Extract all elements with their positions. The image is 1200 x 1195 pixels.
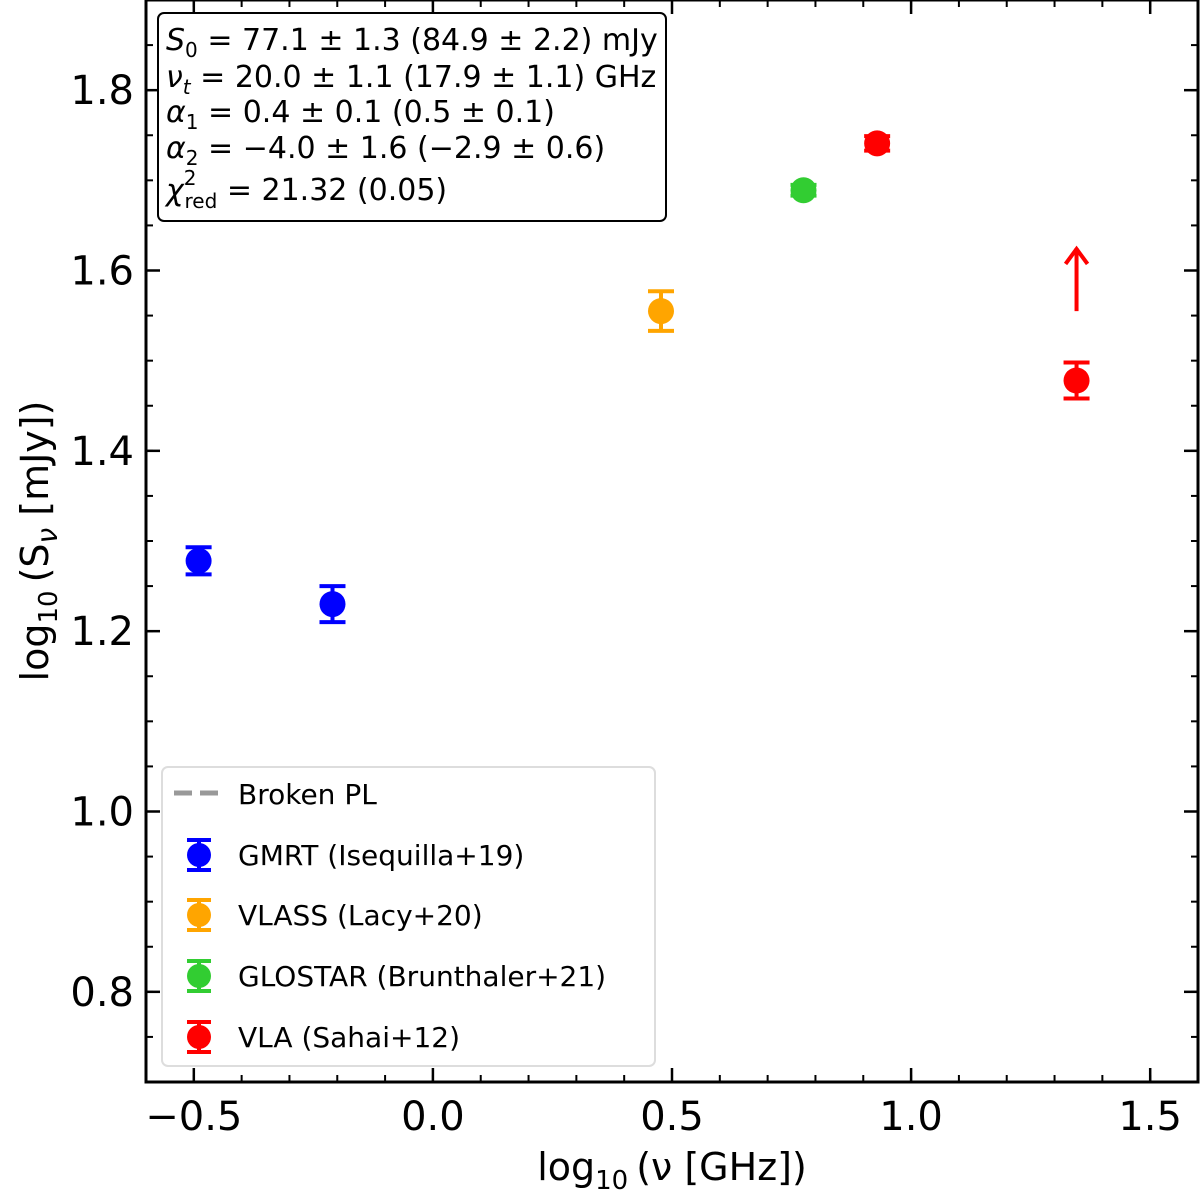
stat-alpha-1: α1 = 0.4 ± 0.1 (0.5 ± 0.1)	[166, 95, 555, 134]
x-tick-label: 0.0	[401, 1094, 465, 1140]
legend-entry-broken-pl: Broken PL	[174, 778, 377, 811]
legend-marker-icon	[187, 903, 211, 927]
y-tick-label: 1.8	[70, 68, 134, 114]
stat-s0: S0 = 77.1 ± 1.3 (84.9 ± 2.2) mJy	[166, 23, 658, 62]
legend-frame	[161, 766, 656, 1067]
y-tick-label: 1.4	[70, 429, 134, 475]
legend-entry-glostar: GLOSTAR (Brunthaler+21)	[187, 959, 606, 993]
data-point-3-1	[1063, 360, 1090, 401]
arrow-head	[1063, 245, 1090, 266]
legend-marker-icon	[187, 964, 211, 988]
data-marker	[790, 177, 817, 204]
legend-entry-vla: VLA (Sahai+12)	[187, 1020, 460, 1054]
data-point-1-0	[648, 289, 675, 333]
y-tick-label: 1.2	[70, 609, 134, 655]
legend-entry-gmrt: GMRT (Isequilla+19)	[187, 838, 524, 872]
y-tick-label: 1.0	[70, 790, 134, 836]
x-tick-label: 0.5	[640, 1094, 704, 1140]
x-axis-label: log10 (ν [GHz])	[537, 1145, 807, 1195]
x-tick-label: 1.5	[1118, 1094, 1182, 1140]
axis-ticks: −0.5 0.0 0.5 1.0 1.5 0.8 1.0 1.2 1.4 1.6 1.8	[70, 0, 1199, 1140]
legend-label: VLA (Sahai+12)	[238, 1021, 460, 1054]
legend-label: VLASS (Lacy+20)	[238, 899, 483, 932]
legend-label: GMRT (Isequilla+19)	[238, 839, 524, 872]
chart-marks	[185, 130, 1090, 625]
data-marker	[864, 130, 891, 157]
data-point-3-0	[864, 130, 891, 157]
legend-marker-icon	[187, 843, 211, 867]
data-marker	[319, 591, 346, 618]
data-marker	[185, 547, 212, 574]
data-marker	[648, 298, 675, 325]
y-tick-label: 1.6	[70, 249, 134, 295]
fit-stats-frame	[157, 12, 667, 222]
legend: Broken PL GMRT (Isequilla+19) VLASS (Lac…	[161, 766, 656, 1067]
lower-limit-arrow-icon	[1063, 245, 1090, 312]
legend-marker-icon	[187, 1025, 211, 1049]
data-marker	[1063, 367, 1090, 394]
y-axis-label: log10(Sν [mJy])	[13, 401, 64, 682]
stat-alpha-2: α2 = −4.0 ± 1.6 (−2.9 ± 0.6)	[166, 131, 605, 170]
stat-chi2-red: χ2 red = 21.32 (0.05)	[164, 166, 447, 213]
data-point-2-0	[790, 177, 817, 204]
y-tick-label: 0.8	[70, 970, 134, 1016]
x-tick-label: 1.0	[879, 1094, 943, 1140]
stat-nu-t: νt = 20.0 ± 1.1 (17.9 ± 1.1) GHz	[166, 60, 656, 99]
legend-label: GLOSTAR (Brunthaler+21)	[238, 960, 606, 993]
legend-label: Broken PL	[238, 778, 377, 811]
fit-stats-box: S0 = 77.1 ± 1.3 (84.9 ± 2.2) mJy νt = 20…	[157, 12, 667, 222]
legend-entry-vlass: VLASS (Lacy+20)	[187, 898, 483, 932]
data-point-0-1	[319, 584, 346, 625]
data-point-0-0	[185, 545, 212, 577]
x-tick-label: −0.5	[145, 1094, 242, 1140]
